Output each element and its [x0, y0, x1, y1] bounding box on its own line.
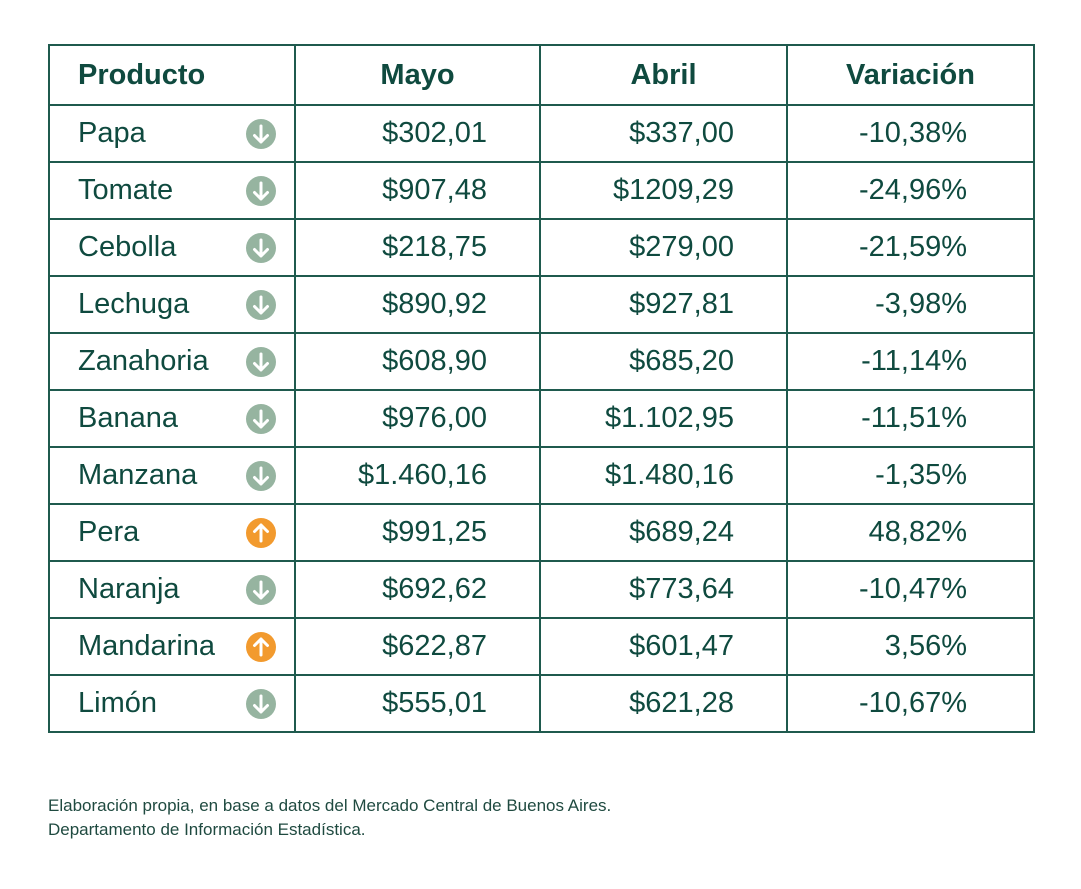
- cell-mayo: $976,00: [294, 389, 541, 448]
- table-row: Pera $991,25 $689,24 48,82%: [48, 503, 1035, 562]
- product-name: Limón: [78, 687, 157, 719]
- cell-abril: $927,81: [539, 275, 788, 334]
- cell-producto: Banana: [48, 389, 296, 448]
- table-row: Manzana $1.460,16 $1.480,16 -1,35%: [48, 446, 1035, 505]
- table-row: Lechuga $890,92 $927,81 -3,98%: [48, 275, 1035, 334]
- cell-producto: Zanahoria: [48, 332, 296, 391]
- table-header-row: Producto Mayo Abril Variación: [48, 44, 1035, 106]
- cell-abril: $279,00: [539, 218, 788, 277]
- cell-abril: $601,47: [539, 617, 788, 676]
- cell-mayo: $555,01: [294, 674, 541, 733]
- arrow-down-circle-icon: [246, 688, 276, 719]
- cell-abril: $1.480,16: [539, 446, 788, 505]
- price-table-container: Producto Mayo Abril Variación Papa $302,0…: [48, 44, 1035, 733]
- cell-producto: Cebolla: [48, 218, 296, 277]
- arrow-up-circle-icon: [246, 631, 276, 662]
- arrow-down-circle-icon: [246, 460, 276, 491]
- cell-mayo: $608,90: [294, 332, 541, 391]
- cell-variacion: -10,67%: [786, 674, 1035, 733]
- column-header-producto: Producto: [48, 44, 296, 106]
- cell-producto: Lechuga: [48, 275, 296, 334]
- cell-abril: $685,20: [539, 332, 788, 391]
- cell-abril: $337,00: [539, 104, 788, 163]
- price-table: Producto Mayo Abril Variación Papa $302,0…: [48, 44, 1035, 733]
- cell-variacion: -10,38%: [786, 104, 1035, 163]
- product-name: Mandarina: [78, 630, 216, 662]
- table-row: Cebolla $218,75 $279,00 -21,59%: [48, 218, 1035, 277]
- cell-producto: Naranja: [48, 560, 296, 619]
- product-name: Tomate: [78, 174, 174, 206]
- cell-mayo: $622,87: [294, 617, 541, 676]
- cell-mayo: $218,75: [294, 218, 541, 277]
- product-name: Pera: [78, 516, 140, 548]
- product-name: Papa: [78, 117, 146, 149]
- table-body: Papa $302,01 $337,00 -10,38% Tomate $907,48 $1…: [48, 104, 1035, 733]
- product-name: Zanahoria: [78, 345, 209, 377]
- arrow-down-circle-icon: [246, 289, 276, 320]
- cell-producto: Manzana: [48, 446, 296, 505]
- arrow-down-circle-icon: [246, 403, 276, 434]
- cell-producto: Limón: [48, 674, 296, 733]
- product-name: Cebolla: [78, 231, 177, 263]
- arrow-down-circle-icon: [246, 574, 276, 605]
- cell-variacion: -1,35%: [786, 446, 1035, 505]
- source-note: Elaboración propia, en base a datos del …: [48, 794, 611, 842]
- cell-producto: Papa: [48, 104, 296, 163]
- product-name: Manzana: [78, 459, 198, 491]
- product-name: Naranja: [78, 573, 180, 605]
- cell-mayo: $692,62: [294, 560, 541, 619]
- source-note-line-1: Elaboración propia, en base a datos del …: [48, 796, 612, 815]
- cell-mayo: $907,48: [294, 161, 541, 220]
- table-row: Tomate $907,48 $1209,29 -24,96%: [48, 161, 1035, 220]
- cell-abril: $1209,29: [539, 161, 788, 220]
- table-row: Banana $976,00 $1.102,95 -11,51%: [48, 389, 1035, 448]
- cell-mayo: $890,92: [294, 275, 541, 334]
- cell-variacion: -24,96%: [786, 161, 1035, 220]
- cell-abril: $1.102,95: [539, 389, 788, 448]
- arrow-down-circle-icon: [246, 118, 276, 149]
- cell-variacion: -3,98%: [786, 275, 1035, 334]
- cell-mayo: $1.460,16: [294, 446, 541, 505]
- table-row: Naranja $692,62 $773,64 -10,47%: [48, 560, 1035, 619]
- cell-variacion: -11,14%: [786, 332, 1035, 391]
- table-row: Mandarina $622,87 $601,47 3,56%: [48, 617, 1035, 676]
- column-header-abril: Abril: [539, 44, 788, 106]
- cell-abril: $621,28: [539, 674, 788, 733]
- table-row: Limón $555,01 $621,28 -10,67%: [48, 674, 1035, 733]
- column-header-mayo: Mayo: [294, 44, 541, 106]
- column-header-variacion: Variación: [786, 44, 1035, 106]
- source-note-line-2: Departamento de Información Estadística.: [48, 820, 366, 839]
- cell-variacion: -11,51%: [786, 389, 1035, 448]
- cell-abril: $773,64: [539, 560, 788, 619]
- table-row: Papa $302,01 $337,00 -10,38%: [48, 104, 1035, 163]
- cell-producto: Pera: [48, 503, 296, 562]
- arrow-up-circle-icon: [246, 517, 276, 548]
- product-name: Lechuga: [78, 288, 190, 320]
- arrow-down-circle-icon: [246, 346, 276, 377]
- cell-producto: Mandarina: [48, 617, 296, 676]
- cell-variacion: 48,82%: [786, 503, 1035, 562]
- cell-variacion: -10,47%: [786, 560, 1035, 619]
- cell-variacion: 3,56%: [786, 617, 1035, 676]
- cell-producto: Tomate: [48, 161, 296, 220]
- cell-mayo: $302,01: [294, 104, 541, 163]
- arrow-down-circle-icon: [246, 232, 276, 263]
- table-row: Zanahoria $608,90 $685,20 -11,14%: [48, 332, 1035, 391]
- product-name: Banana: [78, 402, 178, 434]
- cell-variacion: -21,59%: [786, 218, 1035, 277]
- arrow-down-circle-icon: [246, 175, 276, 206]
- cell-abril: $689,24: [539, 503, 788, 562]
- cell-mayo: $991,25: [294, 503, 541, 562]
